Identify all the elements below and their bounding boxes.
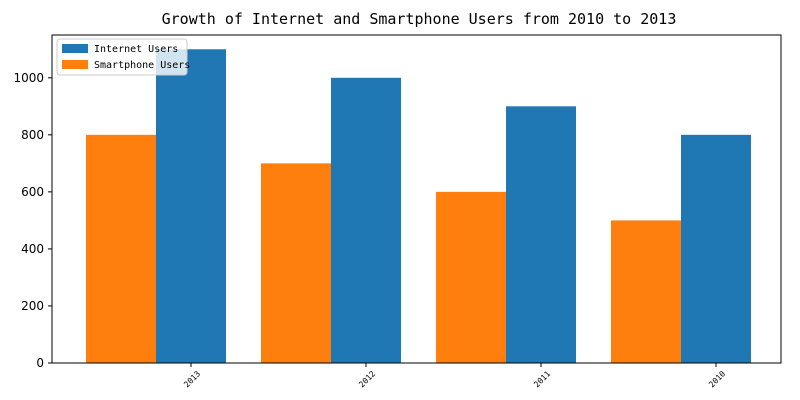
y-tick-label: 0 — [36, 356, 44, 370]
y-tick-label: 200 — [21, 299, 44, 313]
x-tick-label: 2012 — [357, 369, 377, 389]
x-tick-label: 2011 — [532, 369, 552, 389]
legend-swatch — [62, 60, 88, 69]
x-tick-label: 2010 — [707, 369, 727, 389]
internet-users-bar-2013 — [156, 49, 226, 364]
x-axis: 2013 2012 2011 2010 — [182, 363, 727, 389]
smartphone-users-bar-2010 — [611, 220, 681, 363]
y-axis: 0 200 400 600 800 1000 — [13, 71, 52, 370]
y-tick-label: 400 — [21, 242, 44, 256]
legend-label: Smartphone Users — [94, 60, 190, 71]
smartphone-users-bar-2013 — [86, 134, 156, 363]
smartphone-users-bar-2011 — [436, 191, 506, 363]
y-tick-label: 600 — [21, 185, 44, 199]
legend: Internet Users Smartphone Users — [56, 38, 190, 76]
internet-users-bar-2012 — [331, 77, 401, 364]
legend-label: Internet Users — [94, 44, 178, 55]
chart-title: Growth of Internet and Smartphone Users … — [161, 10, 677, 28]
y-tick-label: 800 — [21, 128, 44, 142]
legend-box — [56, 38, 188, 76]
bars-group — [86, 49, 751, 364]
y-tick-label: 1000 — [13, 71, 44, 85]
legend-swatch — [62, 44, 88, 53]
smartphone-users-bar-2012 — [261, 163, 331, 363]
plot-frame — [51, 34, 782, 364]
internet-users-bar-2011 — [506, 106, 576, 363]
x-tick-label: 2013 — [182, 369, 202, 389]
internet-users-bar-2010 — [681, 134, 751, 363]
